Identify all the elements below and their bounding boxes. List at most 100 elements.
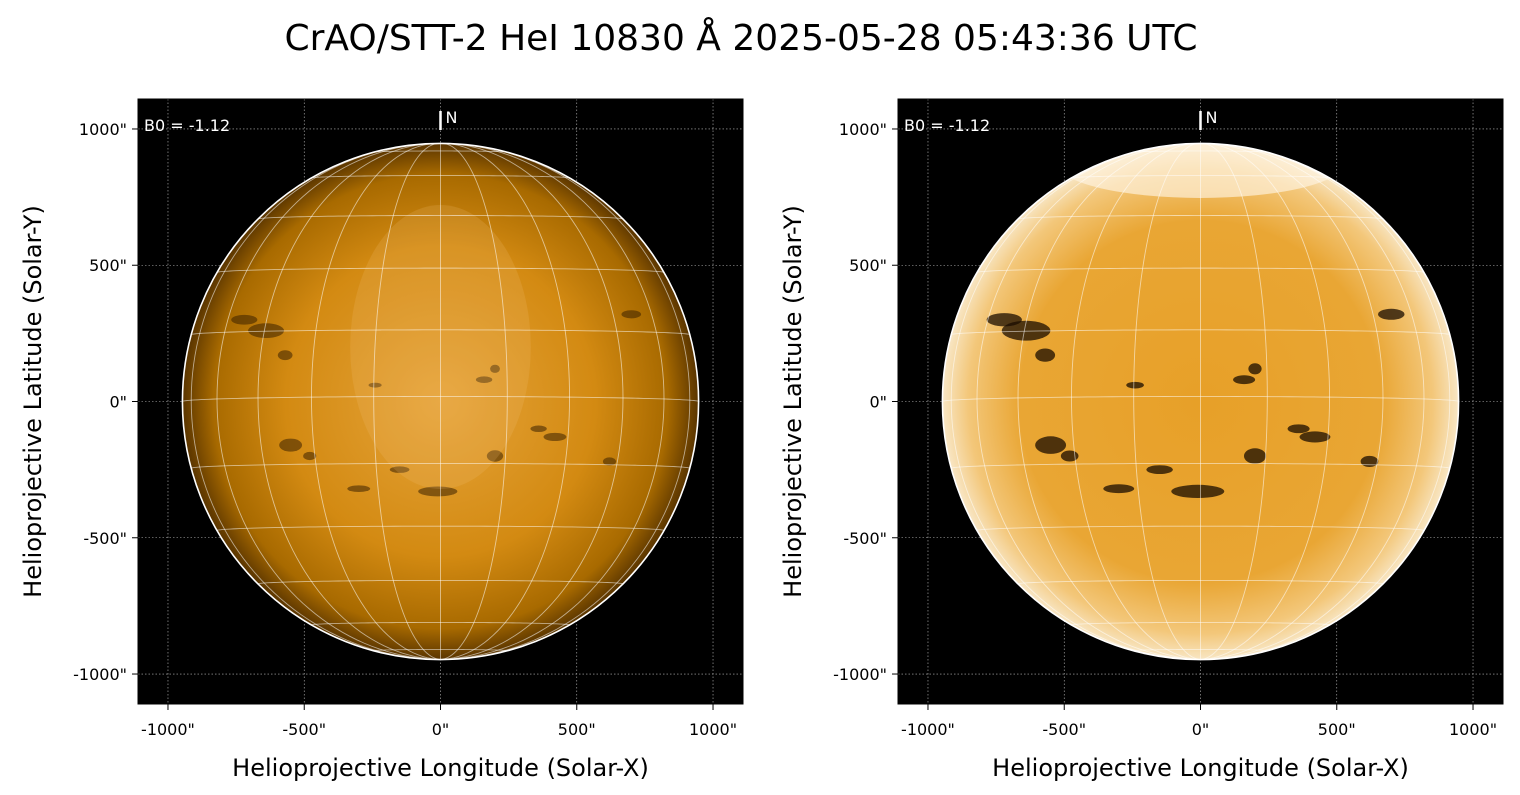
north-label: N bbox=[446, 108, 458, 127]
solar-feature bbox=[530, 425, 547, 433]
solar-feature bbox=[1001, 320, 1051, 341]
heliographic-grid-line bbox=[1200, 143, 1425, 660]
solar-feature bbox=[1287, 424, 1310, 434]
heliographic-grid-line bbox=[1071, 175, 1330, 179]
heliographic-grid-line bbox=[311, 143, 441, 660]
heliographic-grid-line bbox=[373, 150, 508, 153]
x-tick-label: -1000" bbox=[141, 720, 195, 739]
y-tick-label: 500" bbox=[89, 256, 127, 275]
solar-feature bbox=[389, 466, 410, 473]
heliographic-grid-line bbox=[1133, 648, 1268, 652]
y-axis-label: Helioprojective Latitude (Solar-Y) bbox=[779, 205, 807, 598]
solar-feature bbox=[277, 350, 293, 361]
b0-annotation: B0 = -1.12 bbox=[904, 116, 990, 135]
plot-frame-border bbox=[137, 98, 744, 705]
heliographic-grid-line bbox=[440, 143, 508, 660]
solar-feature bbox=[475, 376, 493, 383]
heliographic-grid-line bbox=[182, 396, 699, 402]
plot-frame-border bbox=[897, 98, 1504, 705]
solar-feature bbox=[1299, 431, 1331, 443]
solar-feature bbox=[248, 323, 285, 339]
heliographic-grid-line bbox=[191, 329, 690, 335]
x-tick-label: 0" bbox=[432, 720, 450, 739]
x-ticks: -1000" -500" 0" 500" 1000" bbox=[901, 704, 1497, 739]
x-tick-label: -1000" bbox=[901, 720, 955, 739]
x-tick-label: 1000" bbox=[1449, 720, 1497, 739]
solar-feature bbox=[1103, 484, 1135, 494]
solar-feature bbox=[986, 313, 1022, 327]
heliographic-grid-line bbox=[373, 143, 441, 660]
heliographic-grid-line bbox=[1200, 143, 1268, 660]
y-ticks: 1000" 500" 0" -500" -1000" bbox=[833, 120, 898, 684]
solar-feature bbox=[602, 457, 617, 466]
solar-feature bbox=[1233, 375, 1256, 385]
heliographic-grid-line bbox=[216, 143, 441, 660]
solar-feature bbox=[1171, 484, 1225, 499]
solar-feature bbox=[368, 382, 382, 388]
y-ticks: 1000" 500" 0" -500" -1000" bbox=[73, 120, 138, 684]
solar-feature bbox=[1126, 381, 1144, 389]
x-tick-label: 1000" bbox=[689, 720, 737, 739]
heliographic-grid-line bbox=[311, 621, 570, 626]
heliographic-grid-line bbox=[1200, 143, 1384, 660]
limb-circle bbox=[181, 142, 700, 661]
solar-feature bbox=[543, 432, 567, 442]
y-tick-label: -500" bbox=[843, 529, 887, 548]
heliographic-grid-line bbox=[1133, 150, 1268, 153]
heliographic-grid-line bbox=[257, 579, 624, 585]
x-axis-label: Helioprojective Longitude (Solar-X) bbox=[992, 754, 1409, 782]
y-tick-label: -1000" bbox=[833, 665, 887, 684]
solar-feature bbox=[418, 486, 458, 497]
heliographic-grid-line bbox=[373, 648, 508, 652]
heliographic-grid-line bbox=[216, 267, 665, 273]
b0-annotation: B0 = -1.12 bbox=[144, 116, 230, 135]
x-tick-label: -500" bbox=[1042, 720, 1086, 739]
heliographic-grid-line bbox=[1200, 143, 1330, 660]
x-ticks: -1000" -500" 0" 500" 1000" bbox=[141, 704, 737, 739]
north-label: N bbox=[1206, 108, 1218, 127]
heliographic-grid-line bbox=[976, 525, 1425, 531]
solar-feature bbox=[303, 451, 317, 461]
heliographic-grid-line bbox=[951, 329, 1450, 335]
x-tick-label: 500" bbox=[558, 720, 596, 739]
solar-feature bbox=[1035, 436, 1067, 454]
heliographic-grid-line bbox=[216, 525, 665, 531]
heliographic-grid-line bbox=[976, 267, 1425, 273]
limb-circle bbox=[941, 142, 1460, 661]
heliographic-grid-line bbox=[976, 143, 1201, 660]
solar-feature bbox=[486, 450, 504, 462]
y-axis-label: Helioprojective Latitude (Solar-Y) bbox=[19, 205, 47, 598]
heliographic-grid-line bbox=[950, 144, 1201, 660]
solar-feature bbox=[347, 485, 371, 492]
heliographic-grid-line bbox=[257, 143, 441, 660]
heliographic-grid-line bbox=[1200, 144, 1451, 660]
solar-feature bbox=[1378, 308, 1405, 320]
x-tick-label: 500" bbox=[1318, 720, 1356, 739]
heliographic-grid-line bbox=[440, 143, 624, 660]
heliographic-grid-line bbox=[257, 215, 624, 220]
y-tick-label: -500" bbox=[83, 529, 127, 548]
heliographic-grid-line bbox=[942, 396, 1459, 402]
solar-feature bbox=[1146, 465, 1173, 475]
x-tick-label: 0" bbox=[1192, 720, 1210, 739]
solar-feature bbox=[1035, 348, 1056, 362]
solar-feature bbox=[231, 314, 258, 325]
solar-feature bbox=[279, 438, 303, 452]
heliographic-grid-line bbox=[440, 143, 570, 660]
north-indicator: N bbox=[439, 108, 458, 130]
heliographic-grid-line bbox=[1017, 579, 1384, 585]
x-tick-label: -500" bbox=[282, 720, 326, 739]
heliographic-grid-line bbox=[311, 175, 570, 179]
y-tick-label: 0" bbox=[109, 393, 127, 412]
solar-feature bbox=[1360, 455, 1379, 467]
solar-feature bbox=[1060, 450, 1079, 462]
heliographic-grid-line bbox=[1071, 621, 1330, 626]
heliographic-grid-line bbox=[190, 462, 691, 469]
solar-feature bbox=[1243, 448, 1267, 464]
y-tick-label: 0" bbox=[869, 393, 887, 412]
y-tick-label: 1000" bbox=[79, 120, 127, 139]
figure-title: CrAO/STT-2 HeI 10830 Å 2025-05-28 05:43:… bbox=[284, 18, 1198, 59]
y-tick-label: -1000" bbox=[73, 665, 127, 684]
